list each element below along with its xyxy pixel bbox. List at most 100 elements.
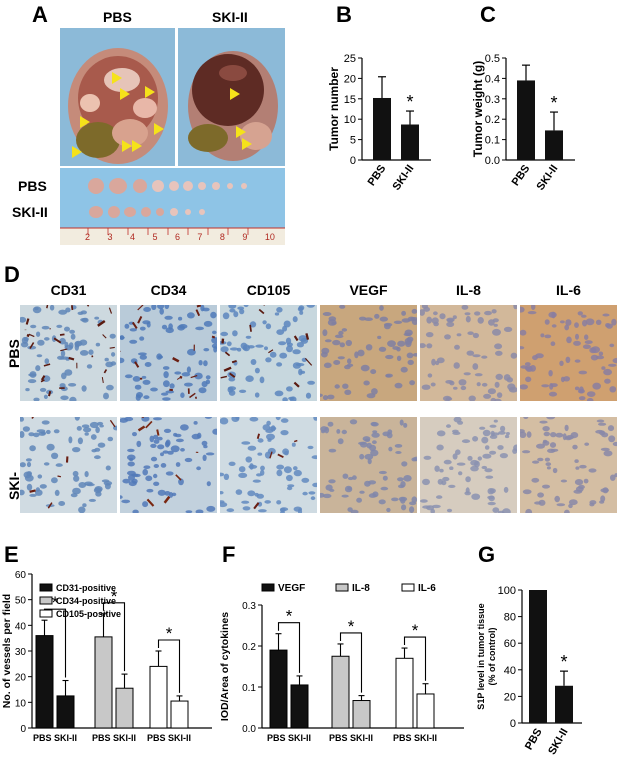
ruler-number: 9 bbox=[242, 232, 248, 242]
significance-star: * bbox=[406, 92, 413, 112]
legend-swatch bbox=[39, 609, 53, 618]
bar bbox=[545, 130, 563, 160]
y-tick-label: 20 bbox=[15, 673, 27, 684]
mouse-photo-ski bbox=[178, 28, 285, 166]
significance-star: * bbox=[550, 93, 557, 113]
significance-star: * bbox=[52, 593, 59, 612]
histology-tile-pbs bbox=[120, 305, 217, 401]
y-tick-label: 10 bbox=[15, 698, 27, 709]
panel-label-a: A bbox=[32, 2, 48, 27]
y-tick-label: 60 bbox=[15, 570, 27, 581]
bar bbox=[170, 700, 189, 729]
significance-bracket bbox=[157, 639, 181, 693]
panel-label-c: C bbox=[480, 2, 496, 27]
ruler-number: 6 bbox=[174, 232, 180, 242]
significance-star: * bbox=[412, 621, 419, 640]
panel-a-col-label-pbs: PBS bbox=[103, 9, 132, 25]
y-tick-label: 0.4 bbox=[485, 73, 500, 85]
significance-star: * bbox=[166, 624, 173, 643]
chart-e: 0 10 20 30 40 50 60 * PBS SKI-II * PBS SKI-II * PBS … bbox=[1, 570, 212, 743]
bar bbox=[517, 80, 535, 160]
x-group-label: PBS SKI-II bbox=[147, 733, 191, 743]
bar bbox=[352, 700, 371, 729]
x-tick-label: SKI-II bbox=[534, 163, 560, 193]
histology-column-label: CD34 bbox=[150, 282, 187, 298]
x-tick-label: SKI-II bbox=[390, 163, 416, 193]
x-group-label: PBS SKI-II bbox=[267, 733, 311, 743]
y-tick-label: 0.0 bbox=[485, 155, 500, 167]
bar bbox=[94, 636, 113, 729]
y-tick-label: 0.3 bbox=[485, 94, 500, 106]
ruler-number: 5 bbox=[152, 232, 158, 242]
y-tick-label: 30 bbox=[15, 647, 27, 658]
panel-a-row-label-pbs: PBS bbox=[18, 178, 47, 194]
y-tick-label: 80 bbox=[504, 612, 516, 624]
panel-a-row-label-ski: SKI-II bbox=[12, 204, 48, 220]
tumor-ruler-photo: 2 3 4 5 6 7 8 9 10 bbox=[60, 168, 285, 245]
y-tick-label: 0 bbox=[20, 724, 26, 735]
histology-tile-ski bbox=[20, 417, 117, 513]
histology-column-label: VEGF bbox=[349, 282, 388, 298]
y-tick-label: 0.2 bbox=[485, 114, 500, 126]
histology-column-label: IL-6 bbox=[556, 282, 581, 298]
ruler-number: 3 bbox=[107, 232, 113, 242]
y-tick-label: 0.5 bbox=[485, 53, 500, 65]
y-axis-label: IOD/Area of cytokines bbox=[219, 612, 231, 721]
legend-swatch bbox=[335, 583, 349, 592]
panel-label-f: F bbox=[222, 542, 236, 567]
chart-g: 0 20 40 60 80 100 PBS SKI-II * S1P level in tumor… bbox=[476, 585, 582, 757]
bar bbox=[373, 97, 391, 160]
chart-c: 0.0 0.1 0.2 0.3 0.4 0.5 PBS SKI-II * Tumor weight… bbox=[471, 53, 575, 193]
y-tick-label: 50 bbox=[15, 596, 27, 607]
y-tick-label: 0 bbox=[510, 718, 516, 730]
bar bbox=[331, 655, 350, 729]
ruler-number: 7 bbox=[197, 232, 203, 242]
legend-label: IL-6 bbox=[418, 583, 436, 594]
y-tick-label: 40 bbox=[15, 621, 27, 632]
ruler-number: 2 bbox=[85, 232, 91, 242]
y-axis-label: (% of control) bbox=[487, 628, 497, 686]
legend-label: VEGF bbox=[278, 583, 305, 594]
legend-swatch bbox=[39, 583, 53, 592]
legend-swatch bbox=[39, 596, 53, 605]
y-tick-label: 0.3 bbox=[242, 601, 256, 612]
bar bbox=[395, 657, 414, 729]
y-axis-label: S1P level in tumor tissue bbox=[476, 603, 486, 709]
histology-tile-ski bbox=[220, 417, 317, 513]
bar bbox=[35, 635, 54, 729]
legend-swatch bbox=[401, 583, 415, 592]
y-tick-label: 20 bbox=[344, 73, 356, 85]
y-tick-label: 40 bbox=[504, 665, 516, 677]
ruler-scale: 2 3 4 5 6 7 8 9 10 bbox=[85, 232, 275, 242]
significance-bracket bbox=[102, 602, 126, 672]
y-tick-label: 0.0 bbox=[242, 724, 256, 735]
significance-bracket bbox=[277, 622, 301, 673]
y-tick-label: 60 bbox=[504, 638, 516, 650]
histology-column-label: IL-8 bbox=[456, 282, 481, 298]
histology-tile-pbs bbox=[420, 305, 517, 401]
significance-star: * bbox=[348, 617, 355, 636]
x-tick-label: PBS bbox=[523, 727, 545, 753]
significance-star: * bbox=[560, 652, 567, 672]
ruler-number: 8 bbox=[219, 232, 225, 242]
y-axis-label: Tumor weight (g) bbox=[471, 61, 485, 157]
histology-tile-ski bbox=[520, 417, 617, 513]
panel-label-b: B bbox=[336, 2, 352, 27]
histology-tile-ski bbox=[320, 417, 417, 513]
mouse-photo-pbs bbox=[60, 28, 175, 166]
histology-tile-ski bbox=[120, 417, 217, 513]
y-tick-label: 0.1 bbox=[485, 135, 500, 147]
panel-label-e: E bbox=[4, 542, 19, 567]
bar bbox=[529, 590, 547, 723]
x-group-label: PBS SKI-II bbox=[393, 733, 437, 743]
significance-star: * bbox=[286, 607, 293, 626]
y-tick-label: 0.1 bbox=[242, 683, 256, 694]
y-tick-label: 15 bbox=[344, 94, 356, 106]
x-group-label: PBS SKI-II bbox=[329, 733, 373, 743]
histology-tile-pbs bbox=[520, 305, 617, 401]
significance-bracket bbox=[403, 636, 427, 681]
chart-b: 0 5 10 15 20 25 PBS SKI-II * Tumor number bbox=[327, 53, 431, 193]
legend-label: CD34-positive bbox=[56, 596, 116, 606]
histology-column-label: CD31 bbox=[50, 282, 87, 298]
chart-f: 0.0 0.1 0.2 0.3 * PBS SKI-II * PBS SKI-II * PBS S… bbox=[219, 583, 464, 743]
